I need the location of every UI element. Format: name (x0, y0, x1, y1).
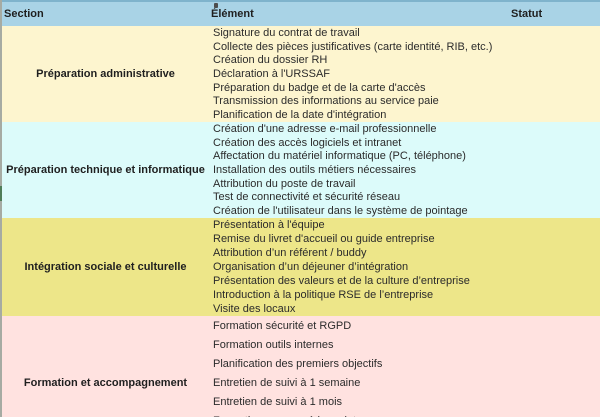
section-items: Présentation à l'équipe Remise du livret … (211, 218, 600, 316)
element-cell[interactable]: Formation aux procédures internes (211, 411, 600, 417)
section-label-cell[interactable]: Intégration sociale et culturelle (24, 261, 187, 273)
column-header-section[interactable]: Section (4, 8, 44, 20)
cropped-title-artifact (214, 3, 218, 8)
section-label-cell[interactable]: Préparation technique et informatique (6, 164, 205, 176)
element-cell[interactable]: Transmission des informations au service… (213, 95, 439, 108)
element-cell[interactable]: Introduction à la politique RSE de l’ent… (213, 289, 434, 301)
element-cell[interactable]: Création du dossier RH (213, 54, 328, 67)
element-cell[interactable]: Test de connectivité et sécurité réseau (213, 191, 401, 204)
element-cell[interactable]: Présentation à l'équipe (213, 219, 325, 231)
element-cell[interactable]: Remise du livret d'accueil ou guide entr… (213, 233, 435, 245)
section-row: Préparation administrative Signature du … (0, 26, 600, 122)
element-cell[interactable]: Création des accès logiciels et intranet (213, 136, 402, 149)
element-cell[interactable]: Installation des outils métiers nécessai… (213, 163, 416, 176)
section-label-cell[interactable]: Formation et accompagnement (23, 376, 188, 389)
element-cell[interactable]: Affectation du matériel informatique (PC… (213, 150, 466, 163)
column-header-statut[interactable]: Statut (511, 8, 543, 20)
element-cell[interactable]: Déclaration à l'URSSAF (213, 67, 331, 80)
element-cell[interactable]: Création d'une adresse e-mail profession… (213, 122, 437, 135)
element-cell[interactable]: Formation outils internes (213, 338, 334, 351)
element-cell[interactable]: Attribution d’un référent / buddy (213, 247, 367, 259)
element-cell[interactable]: Formation sécurité et RGPD (213, 319, 352, 332)
element-cell[interactable]: Préparation du badge et de la carte d'ac… (213, 81, 426, 94)
section-items: Création d'une adresse e-mail profession… (211, 122, 600, 218)
section-items: Formation sécurité et RGPD Formation outi… (211, 316, 600, 417)
table-body: Préparation administrative Signature du … (0, 26, 600, 417)
element-cell[interactable]: Entretien de suivi à 1 mois (213, 395, 343, 408)
element-cell[interactable]: Attribution du poste de travail (213, 177, 356, 190)
element-cell[interactable]: Entretien de suivi à 1 semaine (213, 376, 361, 389)
edge-strip-green-accent (0, 186, 2, 201)
element-cell[interactable]: Planification des premiers objectifs (213, 357, 383, 370)
element-cell[interactable]: Collecte des pièces justificatives (cart… (213, 40, 493, 53)
section-row: Intégration sociale et culturelle Présen… (0, 218, 600, 316)
section-row: Formation et accompagnement Formation sé… (0, 316, 600, 417)
table-header-row: Section Élément Statut (0, 0, 600, 26)
element-cell[interactable]: Visite des locaux (213, 303, 296, 315)
element-cell[interactable]: Planification de la date d'intégration (213, 109, 387, 122)
section-items: Signature du contrat de travail Collecte … (211, 26, 600, 122)
element-cell[interactable]: Organisation d’un déjeuner d’intégration (213, 261, 409, 273)
section-row: Préparation technique et informatique Cr… (0, 122, 600, 218)
column-header-element[interactable]: Élément (211, 8, 254, 20)
element-cell[interactable]: Création de l'utilisateur dans le systèm… (213, 205, 468, 218)
window-edge-strip (0, 0, 2, 417)
element-cell[interactable]: Présentation des valeurs et de la cultur… (213, 275, 470, 287)
element-cell[interactable]: Signature du contrat de travail (213, 26, 360, 39)
section-label-cell[interactable]: Préparation administrative (36, 68, 175, 80)
